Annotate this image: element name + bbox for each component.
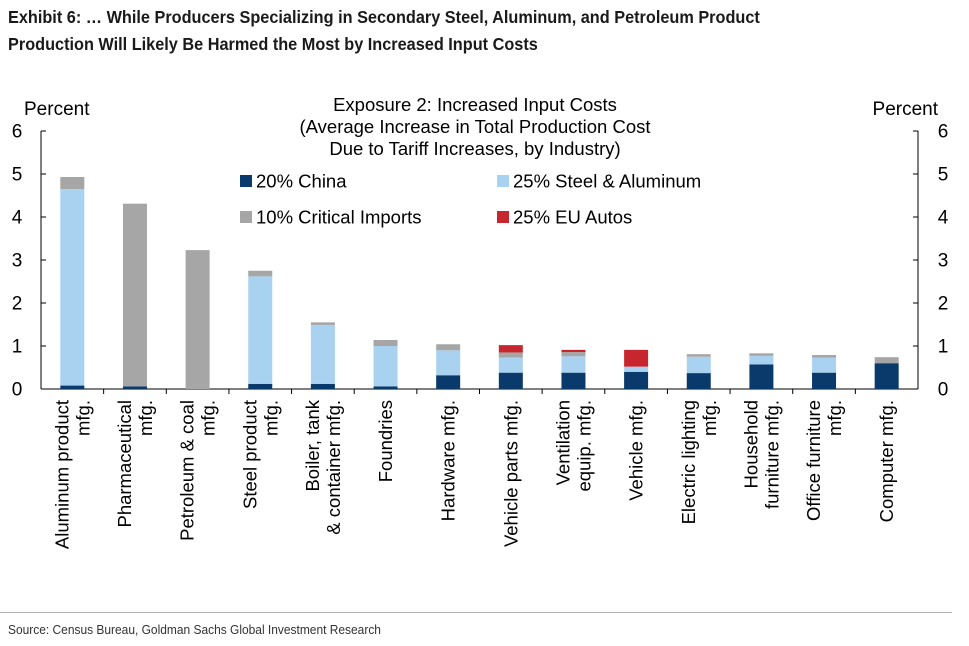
x-tick-label-aluminum-product-mfg-line-1: Aluminum product [51, 400, 72, 549]
x-tick-label-petroleum-coal-mfg-line-1: Petroleum & coal [177, 400, 198, 541]
bar-boiler-tank-container-mfg-10-critical-imports [310, 322, 335, 325]
bar-ventilation-equip-mfg-10-critical-imports [561, 352, 586, 357]
left-y-tick-label: 5 [12, 165, 23, 186]
bar-household-furniture-mfg-20-china [749, 364, 774, 389]
right-y-tick-label: 2 [938, 294, 949, 315]
x-tick-label-pharmaceutical-mfg-line-1: Pharmaceutical [114, 400, 135, 528]
bar-petroleum-coal-mfg-10-critical-imports [185, 250, 210, 389]
bar-steel-product-mfg-20-china [248, 383, 273, 389]
exhibit-title-line-2: Production Will Likely Be Harmed the Mos… [8, 34, 538, 54]
legend-label-10-critical-imports: 10% Critical Imports [256, 207, 422, 228]
chart-title-line-2: (Average Increase in Total Production Co… [299, 116, 650, 137]
x-tick-label-boiler-tank-container-mfg-line-2: & container mfg. [323, 400, 344, 535]
bar-hardware-mfg-25-steel-aluminum [436, 350, 461, 376]
bar-ventilation-equip-mfg-25-steel-aluminum [561, 356, 586, 373]
exhibit-title-line-1: Exhibit 6: … While Producers Specializin… [8, 7, 760, 27]
bar-vehicle-mfg-20-china [624, 371, 649, 389]
bar-aluminum-product-mfg-25-steel-aluminum [60, 189, 85, 386]
bar-steel-product-mfg-10-critical-imports [248, 270, 273, 277]
left-y-tick-label: 0 [12, 380, 23, 401]
x-tick-label-steel-product-mfg-line-2: mfg. [260, 400, 281, 436]
bar-vehicle-parts-mfg-25-steel-aluminum [498, 357, 523, 373]
right-y-tick-label: 4 [938, 208, 949, 229]
bar-office-furniture-mfg-25-steel-aluminum [812, 357, 837, 373]
right-y-tick-label: 0 [938, 380, 949, 401]
x-tick-label-electric-lighting-mfg-line-1: Electric lighting [678, 400, 699, 524]
x-tick-label-hardware-mfg: Hardware mfg. [438, 400, 459, 521]
right-y-tick-label: 3 [938, 251, 949, 272]
left-y-tick-label: 2 [12, 294, 23, 315]
bar-hardware-mfg-10-critical-imports [436, 344, 461, 351]
bar-ventilation-equip-mfg-20-china [561, 372, 586, 389]
x-tick-label-office-furniture-mfg-line-2: mfg. [824, 400, 845, 436]
bar-electric-lighting-mfg-25-steel-aluminum [686, 356, 711, 374]
legend-label-25-steel-aluminum: 25% Steel & Aluminum [513, 171, 701, 192]
source-divider [0, 612, 952, 613]
left-y-tick-label: 6 [12, 122, 23, 143]
bar-vehicle-mfg-25-eu-autos [624, 349, 649, 367]
legend-label-25-eu-autos: 25% EU Autos [513, 207, 632, 228]
x-tick-label-ventilation-equip-mfg-line-1: Ventilation [552, 400, 573, 485]
x-tick-label-electric-lighting-mfg-line-2: mfg. [699, 400, 720, 436]
bar-household-furniture-mfg-25-steel-aluminum [749, 355, 774, 365]
chart-title-line-1: Exposure 2: Increased Input Costs [333, 94, 617, 115]
bar-boiler-tank-container-mfg-25-steel-aluminum [310, 324, 335, 384]
legend-swatch-25-eu-autos [497, 211, 509, 223]
x-tick-label-household-furniture-mfg-line-1: Household [740, 400, 761, 488]
x-tick-label-petroleum-coal-mfg-line-2: mfg. [198, 400, 219, 436]
x-tick-label-pharmaceutical-mfg-line-2: mfg. [135, 400, 156, 436]
x-tick-label-household-furniture-mfg-line-2: furniture mfg. [761, 400, 782, 509]
bar-foundries-25-steel-aluminum [373, 346, 398, 387]
bar-household-furniture-mfg-10-critical-imports [749, 353, 774, 356]
x-tick-label-foundries: Foundries [375, 400, 396, 482]
right-y-tick-label: 1 [938, 337, 949, 358]
bar-boiler-tank-container-mfg-20-china [310, 383, 335, 389]
left-y-tick-label: 4 [12, 208, 23, 229]
bar-pharmaceutical-mfg-20-china [122, 386, 147, 389]
x-tick-label-vehicle-parts-mfg: Vehicle parts mfg. [500, 400, 521, 547]
legend-label-20-china: 20% China [256, 171, 347, 192]
x-tick-label-office-furniture-mfg-line-1: Office furniture [803, 400, 824, 521]
x-tick-label-aluminum-product-mfg-line-2: mfg. [72, 400, 93, 436]
bar-aluminum-product-mfg-10-critical-imports [60, 177, 85, 190]
bar-ventilation-equip-mfg-25-eu-autos [561, 349, 586, 353]
legend-swatch-20-china [240, 175, 252, 187]
bar-office-furniture-mfg-20-china [812, 372, 837, 389]
bar-computer-mfg-10-critical-imports [874, 357, 899, 364]
bar-foundries-20-china [373, 386, 398, 389]
right-y-tick-label: 5 [938, 165, 949, 186]
legend-swatch-25-steel-aluminum [497, 175, 509, 187]
exhibit-title: Exhibit 6: … While Producers Specializin… [8, 4, 892, 58]
source-note: Source: Census Bureau, Goldman Sachs Glo… [8, 622, 381, 637]
bar-office-furniture-mfg-10-critical-imports [812, 355, 837, 358]
bar-vehicle-parts-mfg-25-eu-autos [498, 345, 523, 353]
right-y-axis-label: Percent [873, 99, 939, 120]
bar-hardware-mfg-20-china [436, 375, 461, 389]
x-tick-label-steel-product-mfg-line-1: Steel product [239, 400, 260, 509]
x-tick-label-computer-mfg: Computer mfg. [876, 400, 897, 522]
bar-computer-mfg-20-china [874, 363, 899, 389]
bar-aluminum-product-mfg-20-china [60, 385, 85, 389]
left-y-tick-label: 1 [12, 337, 23, 358]
bar-vehicle-parts-mfg-10-critical-imports [498, 352, 523, 358]
x-tick-label-ventilation-equip-mfg-line-2: equip. mfg. [573, 400, 594, 492]
left-y-axis-label: Percent [24, 99, 90, 120]
bar-foundries-10-critical-imports [373, 339, 398, 346]
bar-steel-product-mfg-25-steel-aluminum [248, 276, 273, 384]
bar-electric-lighting-mfg-10-critical-imports [686, 354, 711, 357]
bar-vehicle-mfg-25-steel-aluminum [624, 366, 649, 372]
bar-pharmaceutical-mfg-10-critical-imports [122, 203, 147, 387]
right-y-tick-label: 6 [938, 122, 949, 143]
x-tick-label-boiler-tank-container-mfg-line-1: Boiler, tank [302, 399, 323, 491]
x-tick-label-vehicle-mfg: Vehicle mfg. [626, 400, 647, 501]
bar-vehicle-parts-mfg-20-china [498, 372, 523, 389]
legend-swatch-10-critical-imports [240, 211, 252, 223]
left-y-tick-label: 3 [12, 251, 23, 272]
bar-electric-lighting-mfg-20-china [686, 373, 711, 389]
chart-title-line-3: Due to Tariff Increases, by Industry) [329, 138, 620, 159]
